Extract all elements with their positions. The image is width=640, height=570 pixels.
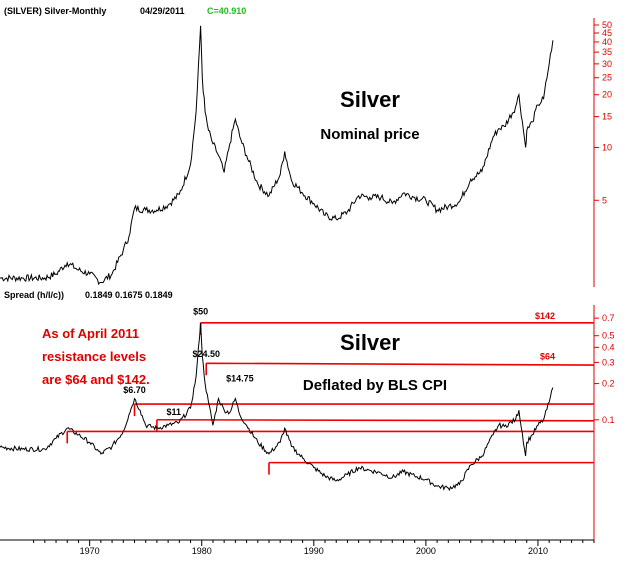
y-tick-label: 0.2 — [602, 379, 615, 389]
price-annotation: $6.70 — [123, 385, 146, 395]
y-tick-label: 5 — [602, 195, 607, 205]
y-tick-label: 10 — [602, 142, 612, 152]
x-tick-label: 1970 — [80, 546, 100, 556]
close-price-label: C=40.910 — [207, 6, 246, 16]
resistance-lines: $142 $64 — [66, 311, 595, 475]
y-tick-label: 15 — [602, 112, 612, 122]
x-tick-label: 1980 — [192, 546, 212, 556]
resistance-label: $64 — [540, 351, 555, 361]
top-panel-title: Silver — [340, 87, 400, 112]
y-tick-label: 25 — [602, 73, 612, 83]
y-tick-label: 50 — [602, 20, 612, 30]
note-line-3: are $64 and $142. — [42, 372, 150, 387]
bottom-panel-subtitle: Deflated by BLS CPI — [303, 377, 447, 394]
top-panel-subtitle: Nominal price — [320, 126, 419, 143]
y-tick-label: 0.5 — [602, 331, 615, 341]
x-axis-ticks: 1970 1980 1990 2000 2010 — [33, 540, 595, 556]
price-annotation: $24.50 — [192, 349, 220, 359]
price-annotation: $14.75 — [226, 374, 254, 384]
y-tick-label: 40 — [602, 37, 612, 47]
price-annotation: $11 — [166, 407, 181, 417]
resistance-label: $142 — [535, 311, 555, 321]
y-tick-label: 30 — [602, 59, 612, 69]
y-tick-label: 0.7 — [602, 313, 615, 323]
y-tick-label: 45 — [602, 28, 612, 38]
resistance-line — [206, 362, 595, 366]
chart-symbol-label: (SILVER) Silver-Monthly — [4, 6, 106, 16]
y-tick-label: 0.1 — [602, 415, 615, 425]
y-tick-label: 0.4 — [602, 342, 615, 352]
resistance-line — [156, 418, 595, 422]
spread-label: Spread (h/l/c)) — [4, 290, 64, 300]
chart-date-label: 04/29/2011 — [140, 6, 185, 16]
y-tick-label: 0.3 — [602, 357, 615, 367]
y-tick-label: 20 — [602, 90, 612, 100]
y-tick-label: 35 — [602, 47, 612, 57]
deflated-price-series — [0, 322, 554, 492]
price-annotations: $6.70 $11 $50 $24.50 $14.75 — [123, 307, 253, 418]
x-tick-label: 2000 — [416, 546, 436, 556]
bottom-y-ticks: 0.1 0.2 0.3 0.40.5 0.7 — [594, 313, 615, 425]
spread-values: 0.1849 0.1675 0.1849 — [85, 290, 173, 300]
x-tick-label: 1990 — [304, 546, 324, 556]
price-annotation: $50 — [193, 307, 208, 317]
nominal-price-series — [0, 25, 554, 286]
note-line-2: resistance levels — [42, 349, 146, 364]
x-tick-label: 2010 — [528, 546, 548, 556]
note-line-1: As of April 2011 — [42, 326, 139, 341]
bottom-panel-title: Silver — [340, 330, 400, 355]
